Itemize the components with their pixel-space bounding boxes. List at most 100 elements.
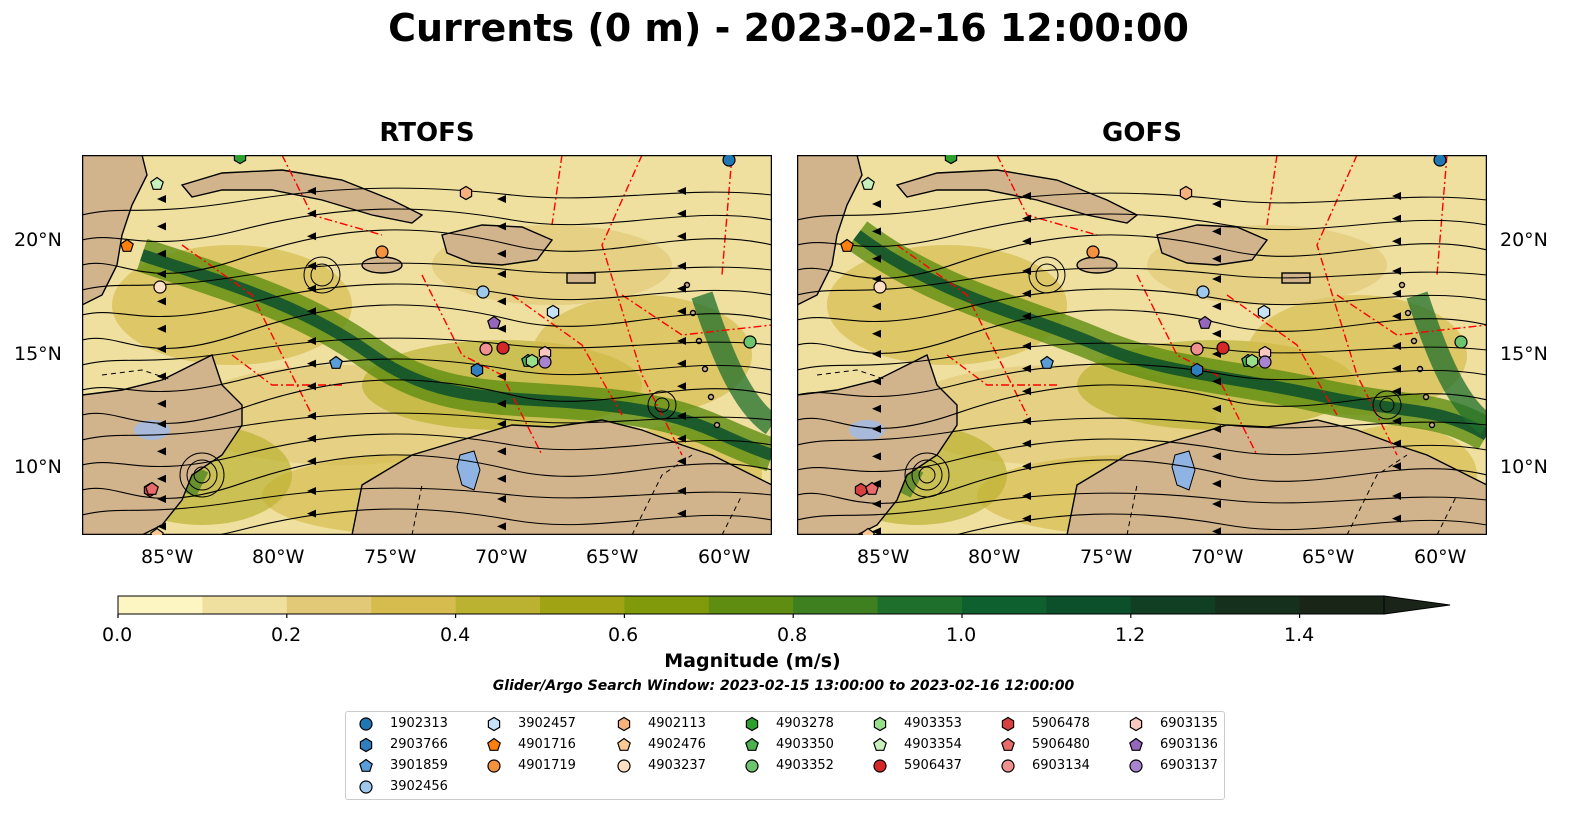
legend-symbol — [359, 717, 373, 731]
float-marker-4902113 — [459, 185, 473, 201]
streamline — [82, 379, 772, 424]
map-panel-gofs[interactable] — [797, 155, 1487, 535]
streamline-arrow — [157, 249, 166, 258]
colorbar-segment — [877, 596, 963, 614]
lon-label-85w-gofs: 85°W — [857, 546, 910, 568]
streamline — [797, 438, 1487, 473]
streamline-arrow — [157, 399, 166, 408]
streamline-arrow — [497, 324, 506, 333]
land-central-america — [82, 354, 243, 535]
float-marker-4901719 — [375, 245, 389, 259]
float-marker-5906437 — [1216, 341, 1230, 355]
legend-label: 5906480 — [1032, 737, 1090, 752]
legend-label: 4901716 — [518, 737, 576, 752]
lon-label-75w-gofs: 75°W — [1080, 546, 1133, 568]
streamline-arrow — [1392, 237, 1401, 246]
land-cuba — [895, 169, 1139, 224]
eez-line — [1136, 274, 1258, 456]
streamline-arrow — [1022, 514, 1031, 523]
float-marker-4901716 — [840, 238, 854, 252]
border-line — [721, 494, 743, 535]
legend-label: 4903354 — [904, 737, 962, 752]
streamline — [82, 412, 772, 441]
legend-symbol — [745, 759, 759, 773]
streamline-arrow — [872, 404, 881, 413]
lat-label-10n-right: 10°N — [1500, 456, 1548, 478]
float-marker-1902313 — [1433, 155, 1447, 167]
eddy-streamline — [1035, 263, 1059, 287]
streamline-arrow — [307, 457, 316, 466]
eddy-streamline — [186, 459, 218, 491]
lake-nicaragua — [849, 420, 885, 440]
streamline-arrow — [1022, 237, 1031, 246]
colorbar-tick-0: 0.0 — [102, 624, 133, 646]
speed-region — [532, 295, 752, 415]
streamline-arrow — [1212, 275, 1221, 283]
float-markers — [840, 155, 1468, 535]
lon-label-85w-rtofs: 85°W — [141, 546, 194, 568]
legend-label: 2903766 — [390, 737, 448, 752]
colorbar-segment — [371, 596, 457, 614]
lon-label-65w-gofs: 65°W — [1302, 546, 1355, 568]
map-panel-rtofs[interactable] — [82, 155, 772, 535]
streamline-arrow — [1392, 439, 1401, 448]
legend-marker-circle — [617, 759, 631, 773]
legend-symbol — [359, 758, 373, 772]
float-marker-2903766 — [470, 362, 484, 378]
legend: 1902313 2903766 3901859 3902456 3902457 49017… — [345, 711, 1225, 800]
land-lesser-antilles — [707, 393, 715, 401]
eddy-streamline — [904, 452, 950, 498]
legend-marker-pentagon — [1001, 737, 1015, 751]
land-lesser-antilles — [713, 421, 721, 429]
legend-marker-hexagon — [487, 716, 501, 732]
float-marker-3902456 — [476, 285, 490, 299]
legend-symbol — [359, 737, 373, 753]
eez-line — [1266, 155, 1278, 226]
land-hispaniola — [1156, 224, 1269, 266]
legend-symbol — [745, 716, 759, 732]
streamline-arrow — [157, 474, 166, 483]
streamline-arrow — [1022, 364, 1031, 373]
streamline-arrow — [1392, 492, 1401, 500]
eez-line — [1436, 155, 1448, 276]
streamline-arrow — [1022, 267, 1031, 275]
current-jet-core — [853, 230, 1487, 441]
lat-label-15n-right: 15°N — [1500, 343, 1548, 365]
land-yucatan — [82, 155, 148, 306]
land-lesser-antilles — [1428, 421, 1436, 429]
legend-marker-hexagon — [617, 716, 631, 732]
streamline-arrow — [1022, 387, 1031, 396]
streamline-arrow — [497, 522, 506, 531]
streamline-arrow — [157, 270, 166, 278]
streamline-arrow — [307, 232, 316, 241]
legend-marker-hexagon — [359, 737, 373, 753]
streamline-arrow — [677, 457, 686, 466]
map-frame — [797, 155, 1487, 535]
legend-symbol — [1001, 737, 1015, 751]
legend-label: 3901859 — [390, 758, 448, 773]
float-marker-3902457 — [546, 304, 560, 320]
eddy-streamline — [647, 390, 677, 420]
float-marker-6903137 — [1258, 355, 1272, 369]
streamline-arrows — [872, 192, 1401, 535]
legend-label: 4902476 — [648, 737, 706, 752]
legend-label: 1902313 — [390, 716, 448, 731]
streamline-arrow — [497, 447, 506, 456]
colorbar-segment — [708, 596, 794, 614]
legend-label: 6903135 — [1160, 716, 1218, 731]
float-marker-4903278 — [233, 155, 247, 165]
lon-label-80w-rtofs: 80°W — [252, 546, 305, 568]
streamline-arrow — [497, 297, 506, 306]
float-marker-4903353 — [525, 353, 539, 369]
border-line — [816, 369, 888, 381]
streamline-arrow — [497, 474, 506, 483]
legend-symbol — [1001, 759, 1015, 773]
land-puerto-rico — [566, 272, 596, 284]
float-marker-4901719 — [1086, 245, 1100, 259]
streamline-arrow — [677, 382, 686, 391]
streamline-arrow — [307, 284, 316, 293]
streamline — [82, 358, 772, 393]
country-borders — [816, 369, 1458, 535]
legend-marker-circle — [359, 717, 373, 731]
streamline — [82, 454, 772, 499]
